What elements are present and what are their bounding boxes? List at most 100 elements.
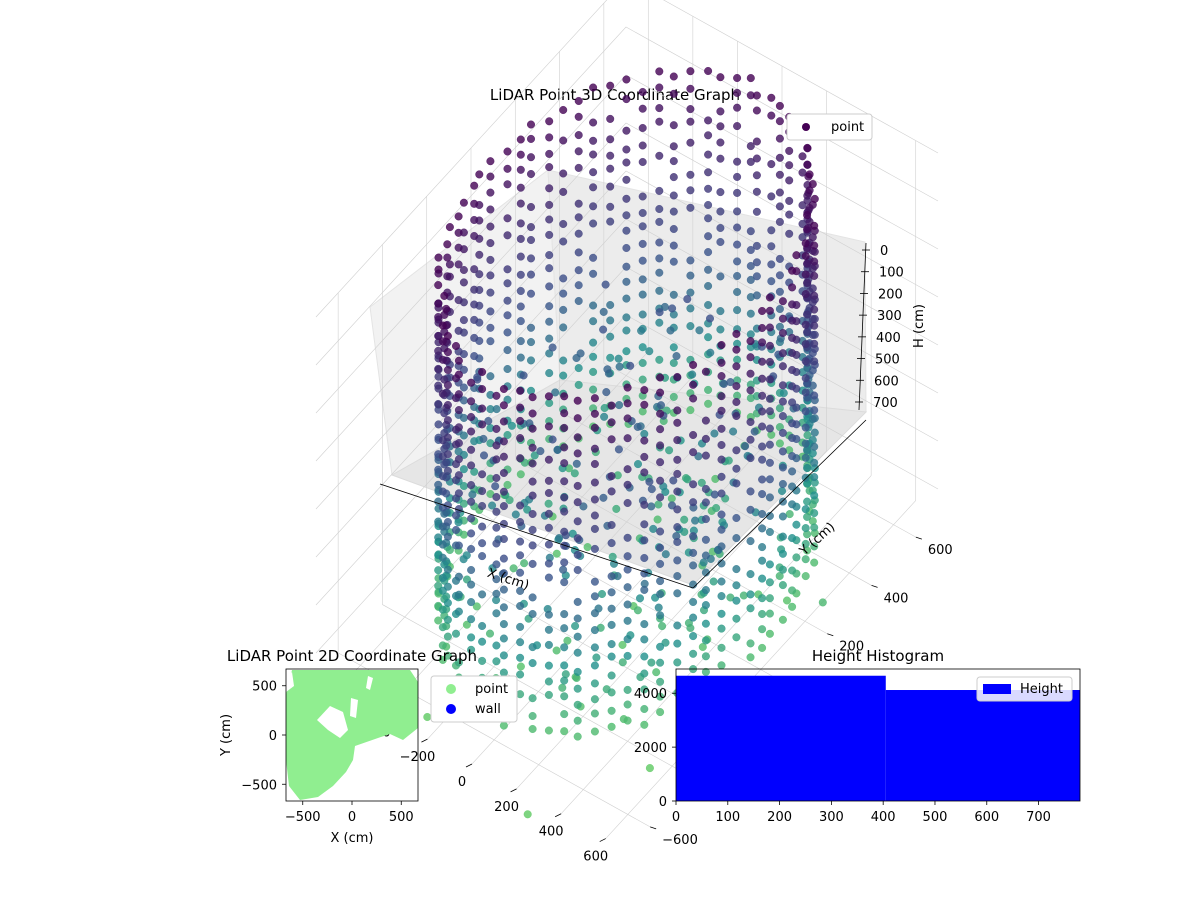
scatter-point	[717, 441, 726, 450]
scatter-point	[752, 272, 761, 281]
scatter-point	[454, 572, 463, 581]
scatter-point	[438, 487, 447, 496]
scatter-point	[701, 551, 710, 560]
scatter-point	[638, 359, 647, 368]
scatter-point	[503, 180, 512, 189]
scatter-point	[454, 243, 463, 252]
scatter-point	[478, 502, 487, 511]
scatter-point	[443, 381, 452, 390]
scatter-point	[528, 725, 537, 734]
scatter-point	[701, 515, 710, 524]
scatter-point	[615, 401, 624, 410]
scatter-point	[765, 458, 774, 467]
scatter-point	[686, 84, 695, 93]
scatter-point	[590, 478, 599, 487]
scatter-point	[434, 253, 443, 262]
x-tick-label: 0	[348, 810, 356, 825]
scatter-point	[434, 331, 443, 340]
scatter-point	[544, 573, 553, 582]
scatter-point	[656, 543, 665, 552]
scatter-point	[765, 306, 774, 315]
scatter-point	[672, 352, 681, 361]
scatter-point	[640, 585, 649, 594]
scatter-point	[652, 668, 661, 677]
scatter-point	[599, 307, 608, 316]
scatter-point	[805, 186, 814, 195]
scatter-point	[573, 648, 582, 657]
scatter-point	[655, 268, 664, 277]
scatter-point	[686, 271, 695, 280]
scatter-point	[788, 467, 797, 476]
scatter-point	[486, 271, 495, 280]
scatter-point	[559, 187, 568, 196]
scatter-point	[746, 454, 755, 463]
scatter-point	[732, 398, 741, 407]
scatter-point	[470, 231, 479, 240]
scatter-point	[454, 296, 463, 305]
scatter-point	[656, 611, 665, 620]
scatter-point	[523, 505, 532, 514]
scatter-point	[470, 467, 479, 476]
scatter-point	[686, 67, 695, 76]
scatter-point	[767, 111, 776, 120]
scatter-point	[669, 359, 678, 368]
scatter-point	[443, 433, 452, 442]
scatter-point	[516, 416, 525, 425]
y-tick-label: 0	[659, 795, 667, 810]
scatter-point	[775, 217, 784, 226]
scatter-point	[459, 555, 468, 564]
scatter-point	[473, 373, 482, 382]
scatter-point	[704, 248, 713, 257]
scatter-point	[467, 615, 476, 624]
scatter-point	[528, 424, 537, 433]
scatter-point	[622, 347, 631, 356]
scatter-point	[732, 329, 741, 338]
scatter-point	[788, 602, 797, 611]
scatter-point	[423, 713, 432, 722]
scatter-point	[560, 493, 569, 502]
scatter-point	[801, 340, 810, 349]
scatter-point	[589, 183, 598, 192]
scatter-point	[467, 378, 476, 387]
y-tick-label: 4000	[634, 687, 667, 702]
scatter-point	[788, 500, 797, 509]
scatter-point	[560, 624, 569, 633]
scatter-point	[573, 414, 582, 423]
scatter-point	[732, 362, 741, 371]
scatter-point	[704, 150, 713, 159]
scatter-point	[640, 652, 649, 661]
scatter-point	[717, 489, 726, 498]
scatter-point	[528, 643, 537, 652]
scatter-point	[544, 509, 553, 518]
scatter-point	[767, 277, 776, 286]
scatter-point	[733, 73, 742, 82]
scatter-point	[530, 451, 539, 460]
scatter-point	[640, 620, 649, 629]
scatter-point	[716, 207, 725, 216]
scatter-point	[602, 388, 611, 397]
scatter-point	[803, 310, 812, 319]
scatter-point	[686, 406, 695, 415]
scatter-point	[732, 464, 741, 473]
scatter-point	[548, 435, 557, 444]
scatter-point	[589, 202, 598, 211]
scatter-point	[716, 188, 725, 197]
scatter-point	[717, 643, 726, 652]
scatter-point	[788, 382, 797, 391]
scatter-point	[788, 434, 797, 443]
scatter-point	[467, 514, 476, 523]
scatter-point	[503, 164, 512, 173]
scatter-point	[810, 221, 819, 230]
scatter-point	[669, 224, 678, 233]
scatter-point	[545, 133, 554, 142]
scatter-point	[729, 427, 738, 436]
scatter-point	[673, 505, 682, 514]
scatter-point	[560, 578, 569, 587]
plot-2d-ticks: −500 0 500 −500 0 500	[241, 680, 413, 825]
y-tick-mark	[827, 633, 834, 637]
scatter-point	[492, 641, 501, 650]
scatter-point	[560, 610, 569, 619]
scatter-point	[810, 305, 819, 314]
scatter-point	[486, 255, 495, 264]
scatter-point	[443, 565, 452, 574]
